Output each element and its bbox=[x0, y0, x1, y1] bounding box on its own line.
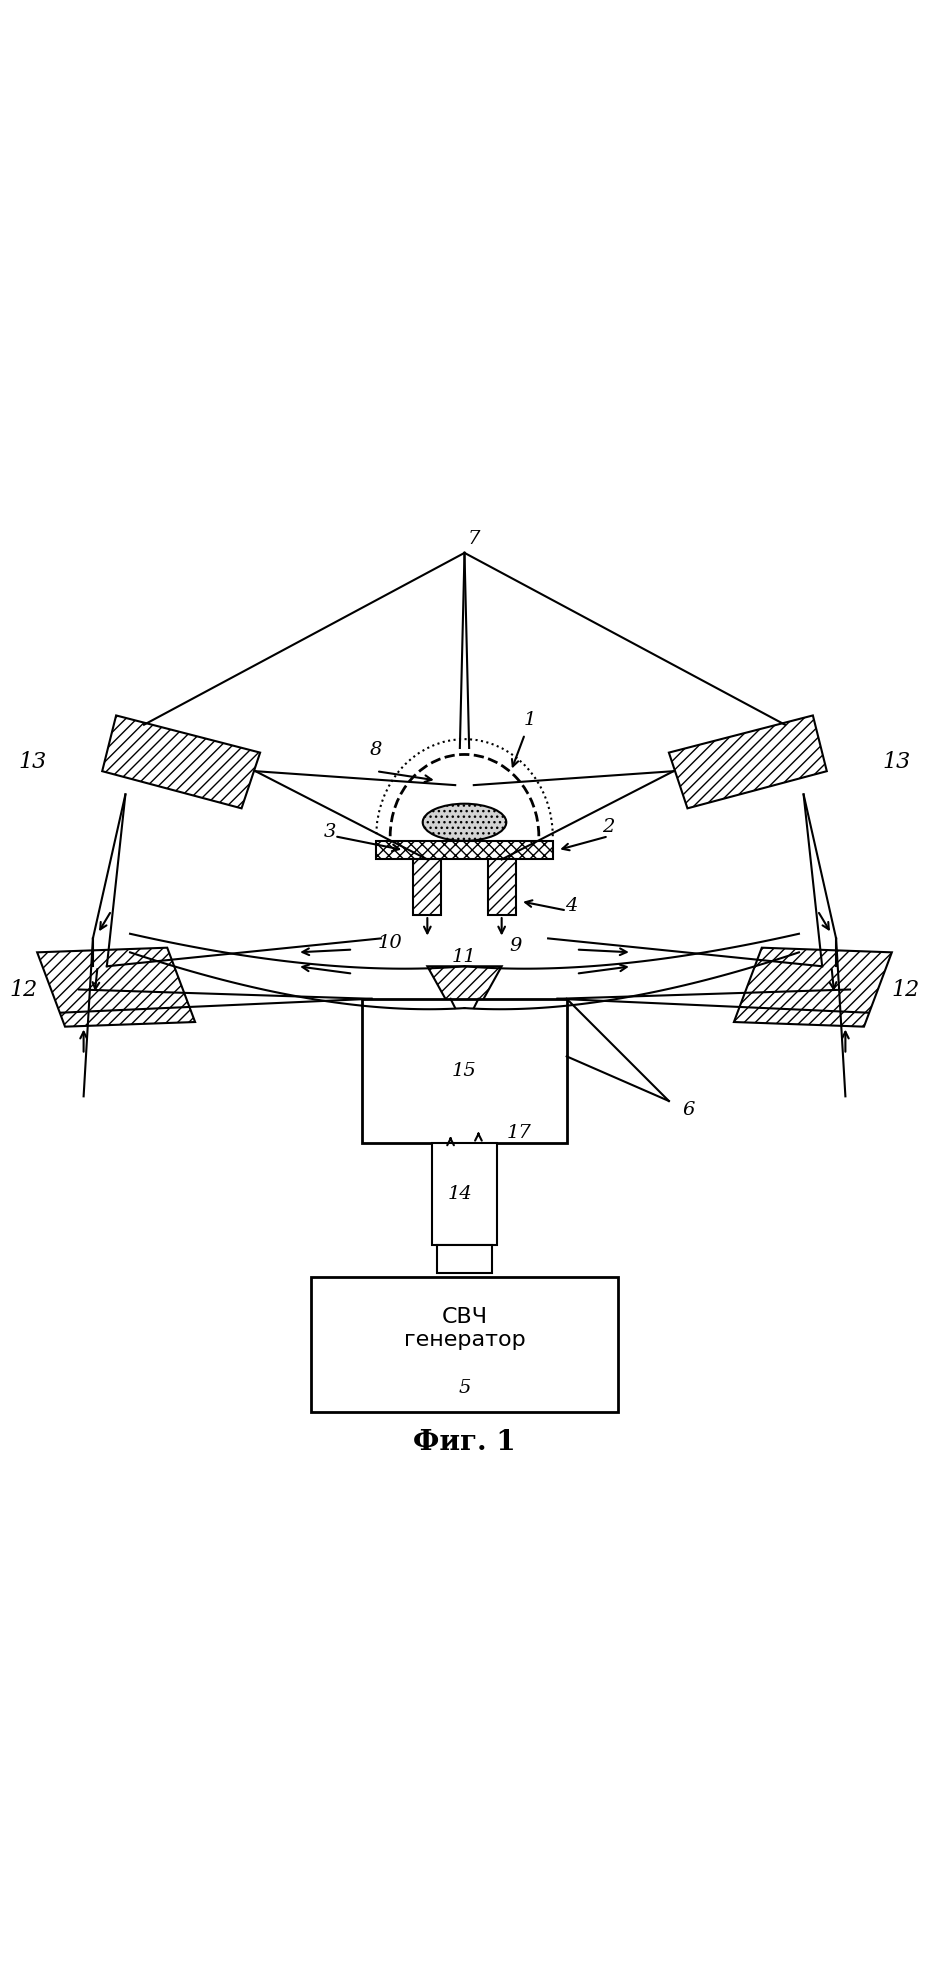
Text: 1: 1 bbox=[522, 710, 535, 728]
Text: 11: 11 bbox=[452, 948, 476, 966]
Text: 13: 13 bbox=[882, 750, 909, 774]
Polygon shape bbox=[436, 1245, 492, 1272]
Text: 6: 6 bbox=[682, 1100, 694, 1120]
Text: 12: 12 bbox=[9, 978, 37, 1001]
Text: 13: 13 bbox=[19, 750, 46, 774]
Polygon shape bbox=[432, 1142, 496, 1245]
Polygon shape bbox=[668, 716, 826, 807]
FancyBboxPatch shape bbox=[311, 1278, 617, 1413]
Text: 7: 7 bbox=[467, 530, 480, 548]
Polygon shape bbox=[427, 966, 501, 1007]
Polygon shape bbox=[376, 841, 552, 859]
Text: Фиг. 1: Фиг. 1 bbox=[413, 1429, 515, 1457]
Polygon shape bbox=[413, 859, 441, 914]
Ellipse shape bbox=[422, 803, 506, 841]
FancyBboxPatch shape bbox=[362, 999, 566, 1142]
Text: 10: 10 bbox=[378, 934, 402, 952]
Text: 3: 3 bbox=[323, 823, 336, 841]
Text: 5: 5 bbox=[458, 1379, 470, 1397]
Text: 9: 9 bbox=[509, 936, 522, 954]
Text: 17: 17 bbox=[506, 1124, 531, 1142]
Polygon shape bbox=[487, 859, 515, 914]
Text: 14: 14 bbox=[447, 1185, 471, 1203]
Text: 8: 8 bbox=[369, 740, 382, 758]
Polygon shape bbox=[102, 716, 260, 807]
Polygon shape bbox=[37, 948, 195, 1027]
Text: СВЧ
генератор: СВЧ генератор bbox=[403, 1306, 525, 1350]
Text: 15: 15 bbox=[452, 1063, 476, 1081]
Text: 12: 12 bbox=[891, 978, 919, 1001]
Polygon shape bbox=[733, 948, 891, 1027]
Text: 4: 4 bbox=[564, 896, 577, 914]
Text: 2: 2 bbox=[601, 817, 614, 835]
